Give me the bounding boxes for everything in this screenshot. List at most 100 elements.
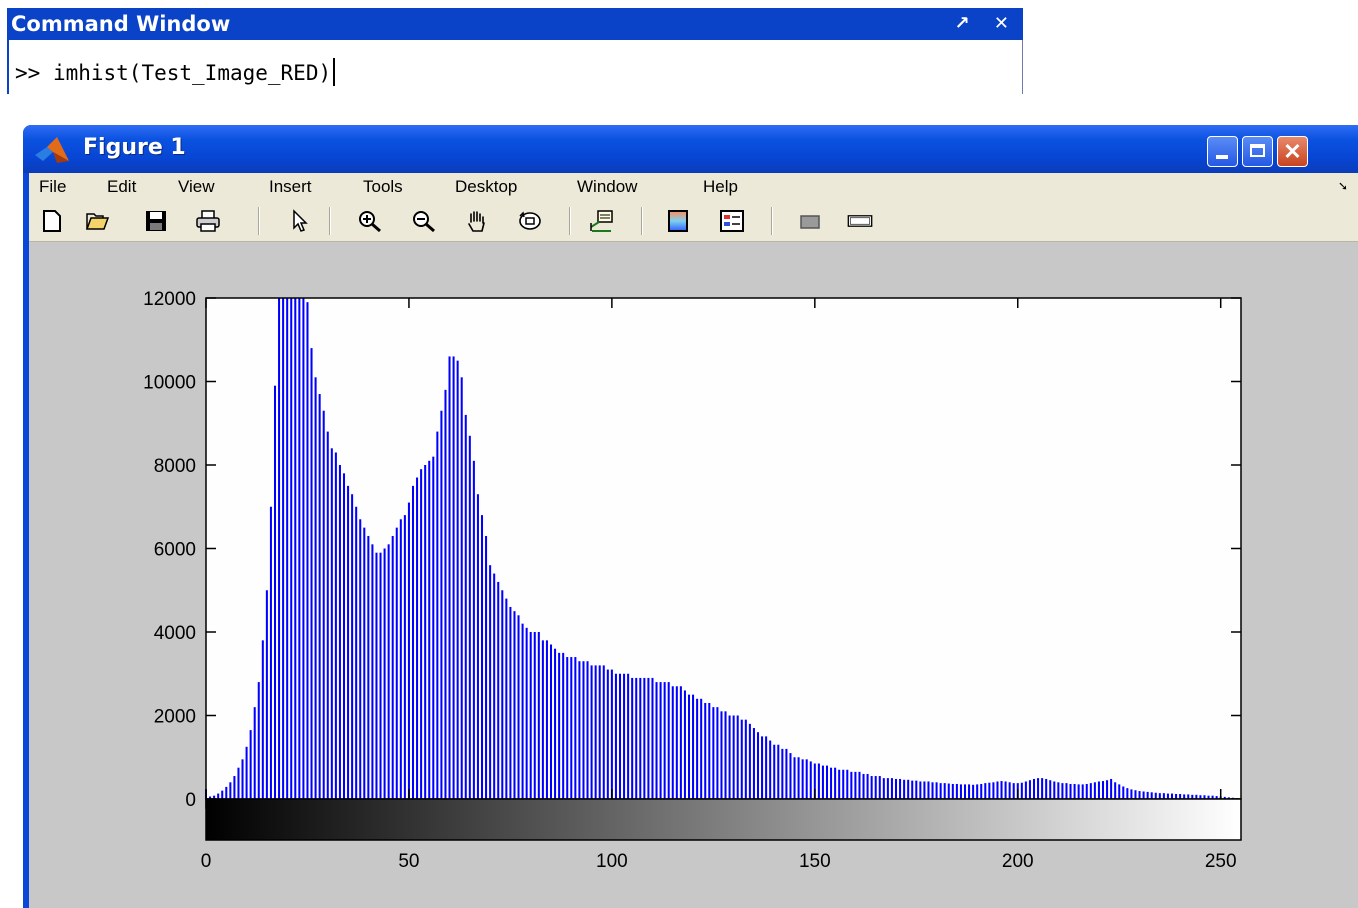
histogram-bar (777, 744, 780, 799)
zoom-out-icon[interactable] (411, 209, 437, 233)
menu-help[interactable]: Help (703, 177, 738, 196)
histogram-bar (1150, 792, 1153, 799)
histogram-bar (493, 573, 496, 799)
histogram-bar (683, 690, 686, 799)
histogram-bar (444, 389, 447, 799)
histogram-bar (1211, 795, 1214, 799)
histogram-bar (1142, 791, 1145, 799)
rotate-3d-icon[interactable] (517, 209, 543, 233)
histogram-bar (1081, 784, 1084, 799)
histogram-bar (472, 460, 475, 799)
histogram-bar (1114, 782, 1117, 799)
histogram-bar (436, 431, 439, 799)
histogram-bar (521, 623, 524, 799)
histogram-bar (963, 784, 967, 799)
command-window-title: Command Window (11, 12, 231, 36)
zoom-in-icon[interactable] (357, 209, 383, 233)
edit-plot-arrow-icon[interactable] (287, 209, 313, 233)
toolbar-separator (569, 207, 571, 235)
y-tick-label: 12000 (143, 289, 196, 310)
histogram-bar (541, 640, 544, 799)
histogram-bar (460, 377, 463, 799)
save-icon[interactable] (143, 209, 169, 233)
histogram-bar (286, 298, 289, 799)
maximize-button[interactable] (1242, 136, 1273, 167)
histogram-bar (355, 506, 358, 799)
histogram-bar (497, 581, 500, 799)
histogram-bar (298, 298, 301, 799)
histogram-bar (935, 782, 938, 799)
figure-title: Figure 1 (83, 135, 186, 160)
new-figure-icon[interactable] (39, 209, 65, 233)
menu-desktop[interactable]: Desktop (455, 177, 518, 196)
command-text[interactable]: imhist(Test_Image_RED) (52, 61, 332, 85)
histogram-bar (671, 686, 674, 799)
histogram-bar (1073, 783, 1076, 799)
histogram-bar (1028, 780, 1031, 799)
histogram-bar (1024, 781, 1027, 799)
histogram-bar (639, 677, 642, 799)
menu-chevron-icon[interactable]: ➘ (1337, 179, 1348, 193)
histogram-bar (480, 515, 484, 799)
figure-window: Figure 1 ✕ File Edit View Insert Tools D… (23, 125, 1358, 908)
histogram-bars (204, 298, 1238, 800)
histogram-bar (229, 782, 232, 799)
histogram-bar (424, 465, 427, 799)
menu-insert[interactable]: Insert (269, 177, 312, 196)
histogram-bar (647, 677, 650, 799)
histogram-bar (947, 783, 950, 799)
close-icon[interactable]: ✕ (993, 13, 1011, 34)
print-icon[interactable] (195, 209, 221, 233)
histogram-bar (1004, 781, 1007, 799)
histogram-bar (1195, 794, 1198, 799)
histogram-bar (606, 669, 609, 799)
menu-edit[interactable]: Edit (107, 177, 137, 196)
histogram-bar (582, 661, 585, 799)
menu-window[interactable]: Window (577, 177, 638, 196)
minimize-button[interactable] (1207, 136, 1238, 167)
x-tick-label: 250 (1205, 851, 1237, 872)
histogram-bar (278, 298, 281, 799)
command-input-area[interactable]: >> imhist(Test_Image_RED) (7, 40, 1023, 94)
histogram-bar (805, 759, 808, 799)
insert-legend-icon[interactable] (719, 209, 745, 233)
histogram-bar (842, 769, 845, 799)
histogram-bar (1093, 782, 1096, 799)
histogram-bar (1110, 778, 1113, 799)
histogram-bar (761, 736, 764, 800)
histogram-bar (468, 435, 471, 799)
histogram-bar (221, 790, 224, 799)
open-file-icon[interactable] (85, 209, 111, 233)
histogram-bar (1203, 795, 1206, 799)
histogram-bar (590, 665, 593, 799)
data-cursor-icon[interactable] (589, 209, 615, 233)
hide-plot-tools-icon[interactable] (797, 209, 823, 233)
pan-hand-icon[interactable] (464, 209, 490, 233)
histogram-bar (862, 773, 865, 799)
histogram-bar (322, 410, 325, 799)
histogram-bar (485, 535, 488, 799)
histogram-bar (290, 298, 293, 799)
show-plot-tools-icon[interactable] (847, 209, 873, 233)
histogram-plot[interactable]: 0 50 100 150 200 250 0 2000 4000 6000 8000 10000 12… (29, 173, 1358, 908)
histogram-bar (781, 748, 784, 799)
menu-view[interactable]: View (178, 177, 215, 196)
histogram-bar (602, 665, 605, 799)
insert-colorbar-icon[interactable] (665, 209, 691, 233)
y-tick-label: 10000 (143, 373, 196, 394)
histogram-bar (850, 771, 853, 799)
histogram-bar (984, 783, 987, 799)
histogram-bar (919, 781, 922, 799)
figure-titlebar[interactable]: Figure 1 ✕ (23, 125, 1358, 173)
close-button[interactable]: ✕ (1277, 136, 1308, 167)
histogram-bar (1032, 778, 1036, 799)
menu-file[interactable]: File (39, 177, 67, 196)
histogram-bar (801, 759, 804, 799)
histogram-bar (878, 776, 881, 799)
command-line[interactable]: >> imhist(Test_Image_RED) (15, 58, 336, 86)
undock-icon[interactable]: ↗ (954, 13, 972, 34)
histogram-bar (1118, 784, 1121, 799)
menu-tools[interactable]: Tools (363, 177, 403, 196)
histogram-bar (614, 673, 617, 799)
histogram-bar (282, 298, 285, 799)
